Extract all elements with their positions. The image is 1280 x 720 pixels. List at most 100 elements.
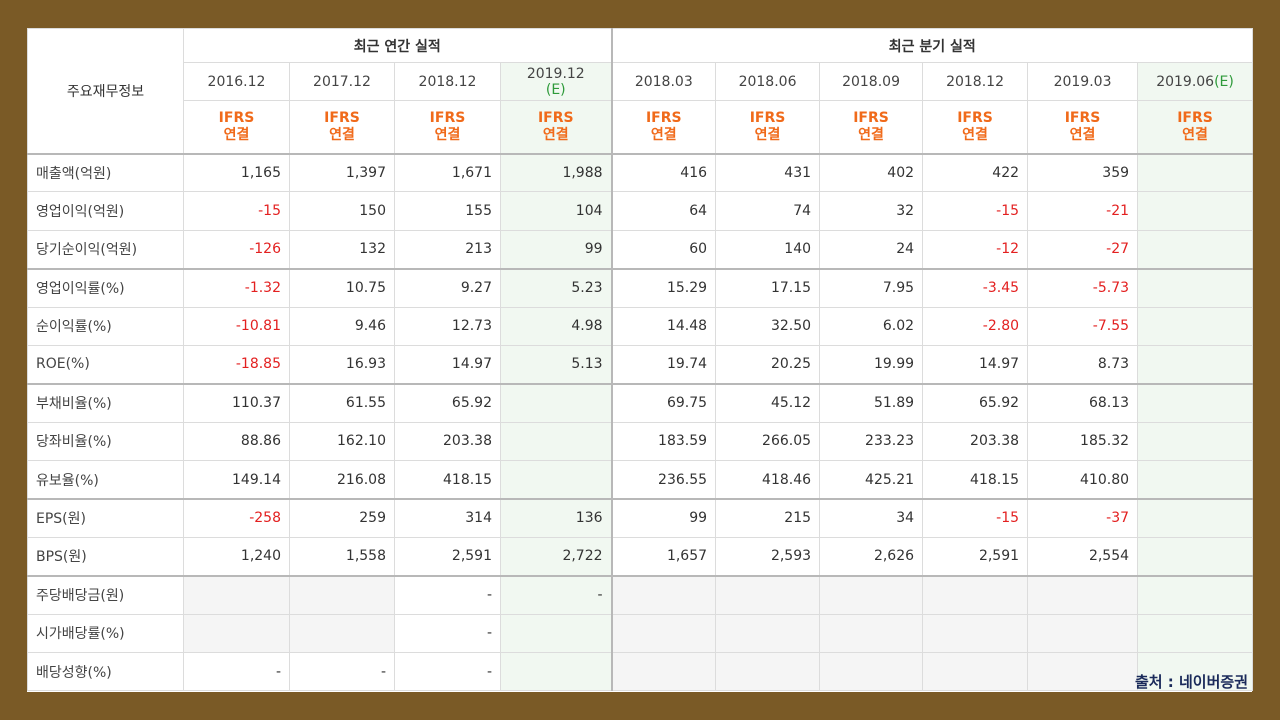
data-cell: 2,591 — [922, 536, 1029, 577]
data-cell: 110.37 — [183, 382, 290, 423]
data-cell: -37 — [1027, 498, 1139, 538]
data-cell: 34 — [819, 498, 924, 538]
data-cell: 314 — [394, 498, 501, 538]
data-row: BPS(원) 1,240 1,558 2,591 2,722 1,657 2,593 2,62… — [27, 536, 1254, 577]
data-cell: 104 — [499, 191, 613, 231]
data-cell — [1137, 498, 1254, 538]
data-cell: 1,240 — [183, 536, 290, 577]
date-text: 2018.12 — [418, 73, 477, 90]
data-cell: 140 — [715, 229, 821, 270]
standard-cell: IFRS 연결 — [610, 100, 717, 154]
data-cell: 14.48 — [610, 306, 717, 346]
data-row: 배당성향(%) - - - — [27, 652, 1254, 692]
data-cell: 136 — [499, 498, 613, 538]
data-cell — [183, 574, 290, 615]
data-cell: 162.10 — [289, 421, 395, 462]
data-cell: - — [289, 652, 395, 692]
data-cell — [922, 574, 1029, 615]
financial-table: 주요재무정보 최근 연간 실적 최근 분기 실적 2016.12 2017.12 2018… — [27, 28, 1254, 692]
data-cell: 183.59 — [610, 421, 717, 462]
row-label: 영업이익(억원) — [27, 191, 184, 231]
date-cell: 2016.12 — [183, 62, 290, 101]
data-cell: 24 — [819, 229, 924, 270]
basis-text: 연결 — [1182, 126, 1208, 143]
data-cell — [499, 421, 613, 462]
data-cell — [1137, 652, 1254, 692]
data-row: 부채비율(%) 110.37 61.55 65.92 69.75 45.12 51.89 65… — [27, 382, 1254, 423]
date-text: 2016.12 — [207, 73, 266, 90]
data-cell — [1137, 460, 1254, 500]
data-cell: -126 — [183, 229, 290, 270]
data-cell: -15 — [922, 191, 1029, 231]
title-cell: 주요재무정보 — [27, 28, 184, 154]
data-cell — [1137, 306, 1254, 346]
data-cell: -1.32 — [183, 267, 290, 308]
data-cell: 418.15 — [922, 460, 1029, 500]
data-row: 당좌비율(%) 88.86 162.10 203.38 183.59 266.05 233.… — [27, 421, 1254, 462]
data-cell — [819, 652, 924, 692]
estimate-mark: (E) — [545, 81, 566, 98]
data-cell: 32.50 — [715, 306, 821, 346]
data-cell: 418.46 — [715, 460, 821, 500]
data-cell — [715, 613, 821, 654]
data-cell: 1,988 — [499, 152, 613, 193]
data-cell: 6.02 — [819, 306, 924, 346]
data-cell: 64 — [610, 191, 717, 231]
data-cell: -258 — [183, 498, 290, 538]
row-label: 당기순이익(억원) — [27, 229, 184, 270]
standard-cell: IFRS 연결 — [1027, 100, 1139, 154]
data-cell: 17.15 — [715, 267, 821, 308]
data-cell: 233.23 — [819, 421, 924, 462]
data-cell: 215 — [715, 498, 821, 538]
data-cell: 2,626 — [819, 536, 924, 577]
data-cell: 51.89 — [819, 382, 924, 423]
date-cell: 2018.06 — [715, 62, 821, 101]
date-cell: 2017.12 — [289, 62, 395, 101]
date-text: 2017.12 — [313, 73, 371, 90]
data-cell — [289, 613, 395, 654]
estimate-mark: (E) — [1214, 73, 1234, 90]
data-cell: - — [499, 574, 613, 615]
data-cell: - — [394, 574, 501, 615]
data-row: 시가배당률(%) - — [27, 613, 1254, 654]
data-cell — [922, 613, 1029, 654]
data-cell: -18.85 — [183, 344, 290, 385]
row-label: 배당성향(%) — [27, 652, 184, 692]
data-cell: 1,657 — [610, 536, 717, 577]
data-cell: 88.86 — [183, 421, 290, 462]
data-cell — [819, 574, 924, 615]
data-cell: 19.74 — [610, 344, 717, 385]
data-cell: -15 — [183, 191, 290, 231]
data-cell: 9.27 — [394, 267, 501, 308]
standard-cell: IFRS 연결 — [819, 100, 924, 154]
data-cell: 99 — [610, 498, 717, 538]
data-cell: 61.55 — [289, 382, 395, 423]
data-cell: -12 — [922, 229, 1029, 270]
standard-cell: IFRS 연결 — [922, 100, 1029, 154]
data-cell: 2,593 — [715, 536, 821, 577]
standard-text: IFRS — [645, 109, 682, 126]
date-text: 2018.12 — [946, 73, 1004, 90]
data-cell — [1027, 574, 1139, 615]
basis-text: 연결 — [650, 126, 677, 143]
data-cell — [610, 574, 717, 615]
data-cell: -2.80 — [922, 306, 1029, 346]
data-cell — [1027, 652, 1139, 692]
data-cell: 2,591 — [394, 536, 501, 577]
data-cell — [715, 574, 821, 615]
data-cell: 9.46 — [289, 306, 395, 346]
data-cell: 213 — [394, 229, 501, 270]
data-cell: 155 — [394, 191, 501, 231]
data-cell: - — [394, 652, 501, 692]
data-cell: 2,722 — [499, 536, 613, 577]
data-cell — [1137, 382, 1254, 423]
data-cell: 74 — [715, 191, 821, 231]
standard-text: IFRS — [1177, 109, 1213, 126]
row-label: BPS(원) — [27, 536, 184, 577]
data-cell: 185.32 — [1027, 421, 1139, 462]
data-cell — [1137, 267, 1254, 308]
row-label: ROE(%) — [27, 344, 184, 385]
data-cell: 7.95 — [819, 267, 924, 308]
row-label: 순이익률(%) — [27, 306, 184, 346]
data-cell: 65.92 — [394, 382, 501, 423]
